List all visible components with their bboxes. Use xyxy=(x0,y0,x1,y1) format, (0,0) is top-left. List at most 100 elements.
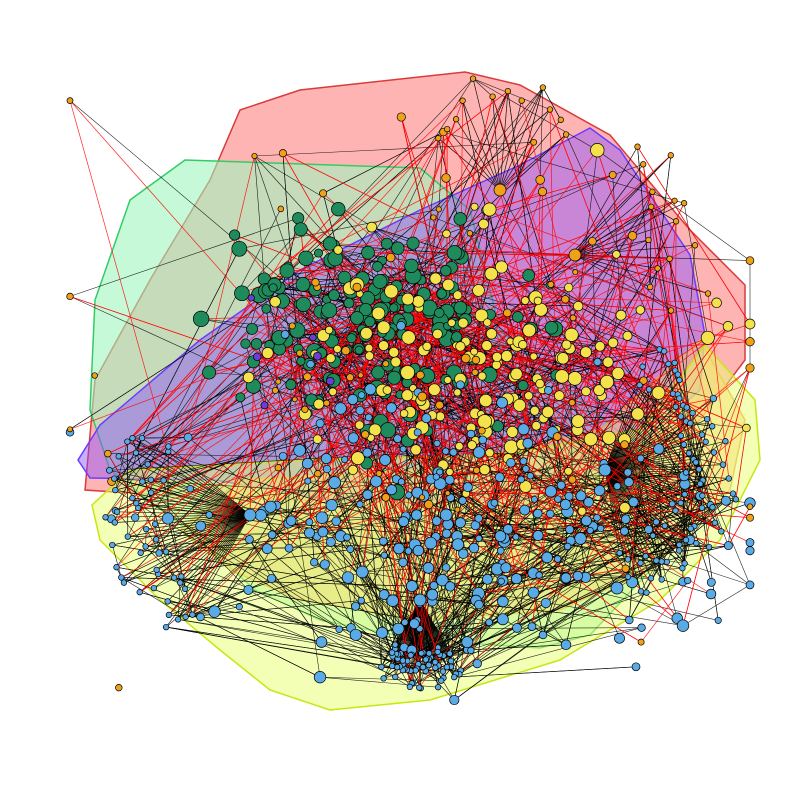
node-blue xyxy=(679,565,686,572)
edge xyxy=(469,233,520,342)
node-yellow xyxy=(376,320,391,335)
node-blue xyxy=(132,449,140,456)
node-blue xyxy=(111,519,118,526)
node-yellow xyxy=(410,444,422,456)
node-orange xyxy=(472,466,481,474)
node-blue xyxy=(137,549,144,556)
edge xyxy=(333,78,474,296)
node-blue xyxy=(133,500,140,507)
node-blue xyxy=(496,396,508,409)
edge xyxy=(267,548,411,672)
edge xyxy=(318,403,441,655)
node-blue xyxy=(357,391,366,399)
edge xyxy=(565,335,628,505)
node-orange xyxy=(396,112,406,122)
node-orange xyxy=(115,684,123,692)
node-blue xyxy=(136,589,143,596)
node-orange xyxy=(375,470,383,477)
edge xyxy=(617,485,685,564)
edge xyxy=(438,131,444,210)
node-blue xyxy=(619,526,629,536)
edge xyxy=(114,478,368,495)
edge xyxy=(209,413,482,516)
node-yellow xyxy=(520,296,530,305)
node-green xyxy=(298,250,314,266)
edge xyxy=(596,150,669,365)
node-blue xyxy=(496,546,505,555)
node-green xyxy=(234,285,250,302)
node-blue xyxy=(512,623,522,633)
node-yellow xyxy=(477,414,493,429)
edge xyxy=(442,537,505,581)
edge xyxy=(288,523,505,542)
node-yellow xyxy=(541,405,554,419)
node-blue xyxy=(661,348,668,355)
node-blue xyxy=(458,496,467,505)
edge xyxy=(428,504,667,563)
node-yellow xyxy=(615,309,627,321)
edge xyxy=(533,545,729,593)
edge xyxy=(472,78,551,110)
edge xyxy=(452,287,665,352)
node-blue xyxy=(725,475,732,482)
edge xyxy=(139,467,279,593)
node-yellow xyxy=(554,390,565,401)
edge xyxy=(580,538,586,578)
edge xyxy=(620,314,751,343)
node-yellow xyxy=(422,341,432,351)
edge xyxy=(142,385,254,482)
node-blue xyxy=(432,664,439,671)
node-purple xyxy=(313,351,322,361)
node-blue xyxy=(399,445,407,453)
node-blue xyxy=(313,671,327,684)
node-blue xyxy=(643,589,650,596)
edge xyxy=(165,551,182,577)
node-purple xyxy=(309,333,317,342)
node-blue xyxy=(692,459,700,466)
node-blue xyxy=(538,630,548,640)
node-green xyxy=(293,222,308,237)
node-blue xyxy=(388,662,396,670)
node-blue xyxy=(195,520,207,532)
node-blue xyxy=(378,663,385,671)
node-green xyxy=(268,283,278,293)
edge xyxy=(111,352,268,482)
node-blue xyxy=(466,429,476,439)
edge xyxy=(475,413,751,543)
edge xyxy=(507,91,536,298)
node-blue xyxy=(653,557,660,564)
node-blue xyxy=(586,526,594,535)
node-blue xyxy=(280,330,290,339)
edge xyxy=(476,470,503,563)
node-blue xyxy=(182,613,189,621)
edge xyxy=(185,325,293,618)
node-blue xyxy=(533,508,543,519)
node-blue xyxy=(378,536,388,546)
edge xyxy=(69,100,302,362)
node-blue xyxy=(143,525,150,533)
edge xyxy=(585,341,751,353)
node-blue xyxy=(254,509,267,522)
node-yellow xyxy=(242,371,255,384)
node-yellow xyxy=(378,340,389,351)
edge xyxy=(260,503,360,516)
edge xyxy=(371,226,414,244)
node-orange xyxy=(278,149,287,158)
node-blue xyxy=(405,580,418,593)
node-blue xyxy=(530,495,538,503)
node-orange xyxy=(608,170,617,179)
node-yellow xyxy=(472,284,485,297)
node-yellow xyxy=(519,480,532,493)
edge xyxy=(330,346,461,543)
edge xyxy=(629,495,701,621)
node-orange xyxy=(746,513,754,522)
edge xyxy=(581,495,700,512)
node-blue xyxy=(711,519,719,526)
node-blue xyxy=(631,662,641,672)
edge xyxy=(684,563,751,586)
edge xyxy=(419,542,697,605)
edge xyxy=(592,240,672,311)
node-blue xyxy=(412,544,425,557)
node-yellow xyxy=(390,356,402,368)
edge xyxy=(411,601,504,651)
